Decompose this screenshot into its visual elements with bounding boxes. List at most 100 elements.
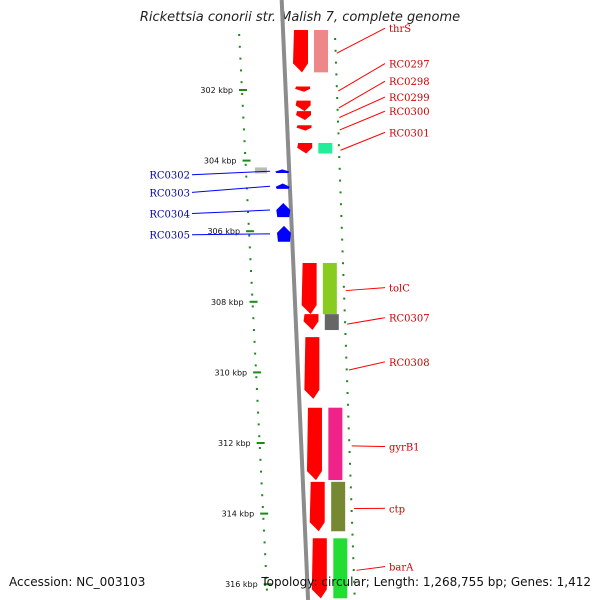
ruler-dot [251, 293, 254, 296]
gene-gyrB1-arrow[interactable] [306, 407, 322, 481]
gene-RC0299-arrow[interactable] [296, 111, 312, 121]
gene-RC0298-arrow[interactable] [295, 100, 311, 112]
ruler-dot [344, 321, 347, 324]
gene-RC0302-arrow[interactable] [275, 169, 290, 173]
ruler-dot [249, 258, 252, 261]
gene-label-RC0302[interactable]: RC0302 [149, 171, 190, 182]
ruler-dot [340, 226, 343, 229]
gene-RC0300-arrow[interactable] [296, 125, 312, 131]
ruler-dot [245, 175, 248, 178]
ruler-dot [347, 427, 350, 430]
gene-RC0301-annotation [318, 142, 333, 154]
ruler-dot [337, 144, 340, 147]
annotation-track [255, 30, 348, 599]
ruler-dot [336, 108, 339, 111]
ruler-dot [250, 270, 252, 272]
ruler-dot [250, 281, 253, 284]
ruler-dot [345, 368, 348, 371]
ruler-dot [253, 340, 256, 343]
gene-label-RC0303[interactable]: RC0303 [149, 188, 190, 199]
gene-RC0297-arrow[interactable] [295, 86, 311, 92]
gene-label-RC0298[interactable]: RC0298 [389, 77, 430, 88]
gene-label-RC0305[interactable]: RC0305 [149, 231, 190, 242]
gene-track [275, 30, 327, 599]
tick-label: 308 kbp [211, 298, 244, 307]
tick-mark [249, 300, 258, 303]
ruler-dot [344, 333, 347, 335]
gene-RC0303-arrow[interactable] [275, 183, 290, 189]
ruler-dot [247, 222, 250, 225]
gene-label-RC0300[interactable]: RC0300 [389, 107, 430, 118]
gene-RC0301-arrow[interactable] [297, 142, 313, 154]
ruler-dot [351, 533, 354, 536]
ruler-dot [343, 297, 346, 300]
gene-RC0307-arrow[interactable] [303, 314, 319, 331]
ruler-dot [265, 576, 268, 579]
ruler-dot [337, 120, 340, 123]
ruler-dot [243, 140, 246, 143]
gene-gyrB1-annotation [328, 407, 343, 481]
gene-label-RC0307[interactable]: RC0307 [389, 314, 430, 325]
ruler-dot [259, 458, 262, 461]
gene-label-barA[interactable]: barA [389, 563, 414, 574]
ruler-dot [258, 447, 261, 449]
gene-RC0304-arrow[interactable] [276, 202, 291, 218]
ruler-dot [348, 451, 351, 453]
ruler-dot [334, 61, 337, 64]
ruler-dot [241, 104, 244, 107]
gene-label-thrS[interactable]: thrS [389, 24, 411, 35]
gene-label-gyrB1[interactable]: gyrB1 [389, 443, 420, 454]
leader-line [356, 566, 386, 571]
gene-label-RC0308[interactable]: RC0308 [389, 358, 430, 369]
ruler-dot [340, 215, 343, 217]
ruler-dot [248, 246, 251, 249]
accession-text: Accession: NC_003103 [9, 575, 146, 589]
ruler-dot [238, 45, 241, 48]
leader-line [191, 209, 271, 215]
ruler-dot [238, 34, 241, 36]
ruler-dot [337, 132, 340, 135]
gene-thrS-annotation [314, 30, 328, 73]
ruler-dot [345, 356, 348, 359]
gene-label-RC0301[interactable]: RC0301 [389, 128, 430, 139]
gene-label-RC0297[interactable]: RC0297 [389, 60, 430, 71]
ruler-dot [262, 529, 265, 532]
gene-label-RC0299[interactable]: RC0299 [389, 93, 430, 104]
gene-RC0308-arrow[interactable] [304, 337, 320, 399]
tick-mark [242, 159, 251, 162]
ruler-dot [346, 403, 349, 406]
gene-label-ctp[interactable]: ctp [389, 504, 405, 515]
leader-line [191, 170, 271, 176]
ruler-dot [350, 498, 353, 501]
ruler-dot [246, 199, 249, 202]
ruler-dot [346, 392, 349, 394]
gene-ctp-arrow[interactable] [309, 481, 325, 532]
ruler-dot [347, 415, 350, 418]
genome-backbone [279, 0, 311, 600]
ruler-dot [352, 569, 355, 571]
ruler-dot [342, 274, 345, 276]
gene-tolC-arrow[interactable] [301, 262, 317, 315]
ruler-dot [241, 93, 244, 95]
ruler-dot [262, 517, 265, 520]
leader-line [191, 185, 271, 193]
ruler-dot [346, 380, 349, 383]
ruler-dot [244, 163, 247, 166]
gene-barA-arrow[interactable] [311, 538, 327, 599]
gene-label-tolC[interactable]: tolC [389, 284, 410, 295]
ruler-ticks: 302 kbp 304 kbp 306 kbp 308 kbp 310 kbp 312 k… [200, 86, 272, 589]
leader-line [340, 131, 386, 151]
gene-RC0305-arrow[interactable] [276, 225, 291, 242]
genome-summary-text: Topology: circular; Length: 1,268,755 bp… [261, 575, 591, 589]
ruler-dot [257, 423, 260, 426]
ruler-dot [240, 81, 243, 84]
gene-labels: thrS RC0297 RC0298 RC0299 RC0300 RC0301 RC0302… [149, 24, 429, 573]
leader-line [351, 445, 386, 448]
ruler-dot [338, 167, 341, 170]
ruler-dot [335, 85, 338, 88]
gene-label-RC0304[interactable]: RC0304 [149, 210, 190, 221]
gene-thrS-arrow[interactable] [293, 30, 308, 73]
tick-mark [263, 583, 272, 586]
ruler-dot [336, 97, 339, 99]
backbone-line [279, 0, 311, 600]
